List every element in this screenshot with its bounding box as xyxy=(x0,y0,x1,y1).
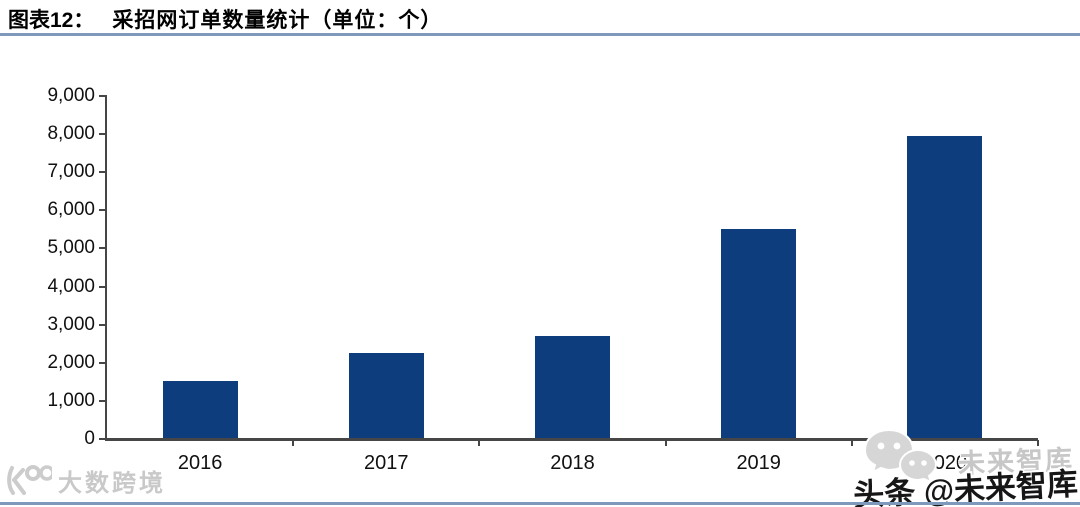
y-axis-tick xyxy=(99,438,107,440)
y-axis-label: 8,000 xyxy=(47,123,95,145)
bar-2018 xyxy=(535,336,610,439)
bar-2017 xyxy=(348,353,424,439)
y-axis-tick xyxy=(99,399,107,402)
y-axis-label: 9,000 xyxy=(47,85,95,106)
wechat-icon xyxy=(863,428,938,484)
y-axis-label: 5,000 xyxy=(47,237,95,259)
x-axis-label: 2016 xyxy=(177,452,223,474)
figure-title: 采招网订单数量统计（单位：个） xyxy=(112,9,443,32)
bottom-rule xyxy=(0,502,1080,505)
watermark-bottom-left: 大数跨境 xyxy=(6,462,166,498)
y-axis-label: 6,000 xyxy=(47,199,95,221)
x-axis-label: 2018 xyxy=(550,452,595,474)
watermark-left-label: 大数跨境 xyxy=(58,469,166,497)
bar-2016 xyxy=(162,381,238,439)
x-axis-tick xyxy=(850,440,853,446)
figure-label: 图表12： xyxy=(8,9,95,32)
watermark-bottom-right: 未来智库 头条 @未来智库 xyxy=(820,418,1080,507)
y-axis-tick xyxy=(99,285,107,288)
x-axis-tick xyxy=(1037,440,1039,446)
y-axis-tick xyxy=(99,361,107,364)
y-axis-tick xyxy=(99,133,107,136)
dashukuajing-logo-icon xyxy=(7,465,52,495)
y-axis-line xyxy=(105,95,107,441)
figure-header: 图表12： 采招网订单数量统计（单位：个） xyxy=(8,4,442,34)
x-axis-tick xyxy=(292,440,295,446)
y-axis-label: 3,000 xyxy=(47,313,95,335)
x-axis-tick xyxy=(478,440,481,446)
x-axis-label: 2017 xyxy=(364,452,409,474)
y-axis-tick xyxy=(99,95,107,97)
y-axis-tick xyxy=(99,323,107,326)
y-axis-tick xyxy=(99,247,107,250)
bar-2019 xyxy=(721,228,797,439)
bar-2020 xyxy=(907,136,983,439)
x-axis-tick xyxy=(664,440,667,446)
y-axis-label: 0 xyxy=(84,428,95,449)
y-axis-label: 4,000 xyxy=(47,275,95,297)
y-axis-label: 2,000 xyxy=(47,351,95,373)
y-axis-tick xyxy=(99,171,107,174)
title-underline xyxy=(0,33,1080,36)
y-axis-label: 1,000 xyxy=(47,389,95,411)
y-axis-label: 7,000 xyxy=(47,161,95,183)
y-axis-tick xyxy=(99,209,107,212)
x-axis-line xyxy=(105,438,1038,441)
x-axis-label: 2019 xyxy=(736,452,781,474)
